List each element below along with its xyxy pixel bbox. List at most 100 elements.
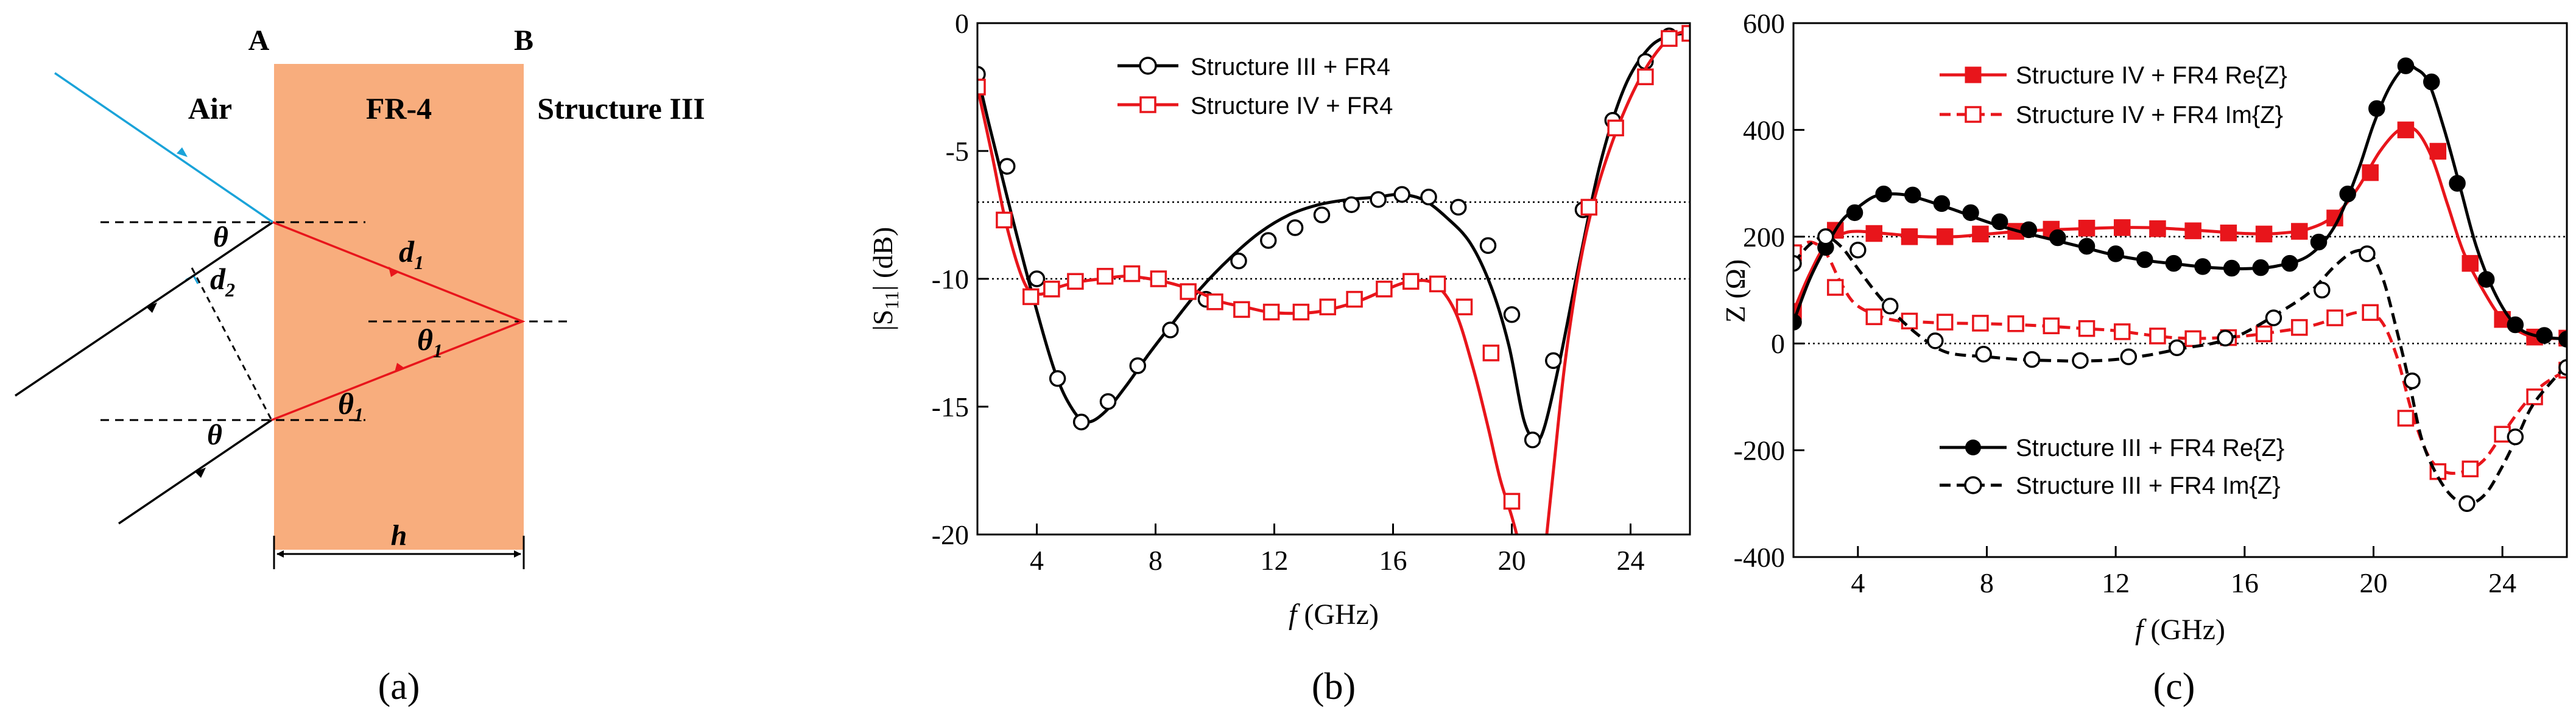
impedance-series-2-point [2326, 309, 2343, 326]
impedance-series-2-point [1936, 314, 1954, 331]
legend-label-iv-im: Structure IV + FR4 Im{Z} [2016, 102, 2283, 128]
fr4-slab [274, 64, 524, 550]
impedance-series-3-point [1933, 195, 1951, 212]
impedance-series-3-point [2536, 327, 2553, 344]
impedance-series-2-point [2362, 304, 2379, 321]
impedance-legend-top: Structure IV + FR4 Re{Z} Structure IV + … [1940, 62, 2287, 128]
s11-series-2-point [977, 79, 986, 96]
impedance-series-4-point [2359, 245, 2376, 262]
impedance-series-4-point [2023, 351, 2041, 368]
impedance-series-4-point [2120, 348, 2138, 365]
impedance-series-4-point [1975, 345, 1992, 363]
s11-series-1-point [1420, 188, 1437, 206]
impedance-series-1-point [1865, 225, 1883, 242]
label-air: Air [188, 91, 232, 125]
d1-label: d1 [399, 234, 424, 273]
s11-plot-area [977, 25, 1690, 534]
label-b: B [514, 24, 533, 57]
impedance-ylabel: Z (Ω) [1720, 259, 1751, 323]
legend-marker-iii-re [1965, 440, 1981, 455]
impedance-series-4-point [2217, 329, 2234, 347]
s11-series-1-point [1479, 237, 1497, 254]
s11-y-tick-label: -5 [946, 136, 969, 167]
impedance-series-4-point [2458, 495, 2476, 513]
impedance-series-3-point [2136, 251, 2153, 268]
s11-series-2-point [1681, 25, 1690, 42]
s11-series-1-point [1129, 357, 1146, 374]
s11-series-2-point [1402, 273, 1420, 290]
s11-ylabel: |S11| (dB) [867, 227, 903, 331]
s11-x-tick-label: 16 [1379, 545, 1407, 576]
impedance-series-3-point [1962, 204, 1979, 222]
s11-series-1-point [1524, 431, 1541, 449]
impedance-series-3-point [2020, 221, 2038, 239]
s11-series-2-point [996, 211, 1013, 229]
impedance-series-1-point [2462, 254, 2479, 272]
impedance-x-tick-label: 4 [1851, 567, 1865, 598]
impedance-series-2-point [1827, 279, 1844, 296]
impedance-series-4-line [1793, 235, 2567, 506]
s11-legend: Structure III + FR4 Structure IV + FR4 [1117, 54, 1393, 119]
impedance-series-1-point [2114, 219, 2131, 236]
s11-series-2-point [1429, 275, 1446, 293]
s11-series-1-point [977, 66, 986, 83]
impedance-series-3-point [2339, 185, 2356, 203]
impedance-series-3-point [1904, 186, 1921, 204]
impedance-series-1-point [2291, 223, 2308, 240]
impedance-series-3-point [2281, 254, 2298, 272]
impedance-series-3-point [2507, 316, 2524, 334]
s11-series-1-point [1286, 219, 1304, 236]
impedance-series-2-point [2078, 320, 2096, 337]
caption-c: (c) [2153, 666, 2195, 707]
s11-series-2-point [1376, 281, 1393, 298]
label-a: A [248, 24, 270, 57]
impedance-series-4-point [2072, 352, 2089, 370]
impedance-x-tick-label: 20 [2360, 567, 2388, 598]
impedance-series-4-point [2507, 428, 2524, 446]
impedance-legend-bottom: Structure III + FR4 Re{Z} Structure III … [1940, 435, 2284, 499]
internal-ray [271, 221, 526, 421]
impedance-series-2-point [2429, 463, 2447, 480]
impedance-series-1-line [1793, 125, 2567, 340]
legend-label-iii-re: Structure III + FR4 Re{Z} [2016, 435, 2284, 461]
s11-series-2-point [1150, 270, 1167, 287]
theta-lower-label: θ [207, 419, 222, 451]
legend-marker-iv-re [1965, 66, 1982, 83]
impedance-axes: 4 8 12 16 20 24 600 400 200 0 -200 -400 [1734, 8, 2516, 598]
incident-ray-upper [15, 221, 273, 397]
impedance-x-tick-label: 24 [2488, 567, 2516, 598]
impedance-series-3-point [1793, 314, 1802, 331]
caption-a: (a) [378, 666, 420, 707]
legend-marker-structure-iv [1139, 96, 1156, 113]
s11-series-2-point [1455, 298, 1473, 315]
impedance-series-2-point [2043, 317, 2060, 335]
legend-marker-iv-im [1965, 106, 1982, 123]
impedance-series-1-point [2149, 220, 2166, 237]
impedance-series-2-point [2149, 328, 2166, 345]
impedance-series-1-point [2429, 142, 2447, 160]
impedance-series-3-point [1846, 204, 1863, 222]
s11-series-2-point [1067, 273, 1084, 290]
impedance-series-1-point [1972, 225, 1989, 243]
s11-y-tick-label: -20 [932, 519, 969, 550]
arrow-incident-upper [146, 303, 157, 313]
s11-x-tick-label: 4 [1030, 545, 1044, 576]
theta-upper-label: θ [213, 221, 228, 253]
s11-series-2-point [1292, 303, 1310, 321]
s11-series-2-point [1043, 281, 1060, 298]
impedance-plot-area [1793, 57, 2567, 513]
theta1-upper-label: θ1 [417, 323, 443, 362]
impedance-series-4-point [2404, 372, 2421, 390]
s11-series-2-line [977, 86, 1519, 534]
s11-series-2-point [1319, 298, 1336, 315]
impedance-series-4-point [2558, 359, 2567, 376]
impedance-series-1-point [2362, 164, 2379, 181]
s11-x-tick-label: 20 [1498, 545, 1526, 576]
s11-xlabel: f (GHz) [1289, 598, 1379, 631]
legend-label-structure-iv: Structure IV + FR4 [1191, 93, 1393, 119]
impedance-x-tick-label: 16 [2231, 567, 2259, 598]
impedance-series-2-point [2007, 315, 2024, 332]
impedance-series-3-point [2558, 331, 2567, 348]
